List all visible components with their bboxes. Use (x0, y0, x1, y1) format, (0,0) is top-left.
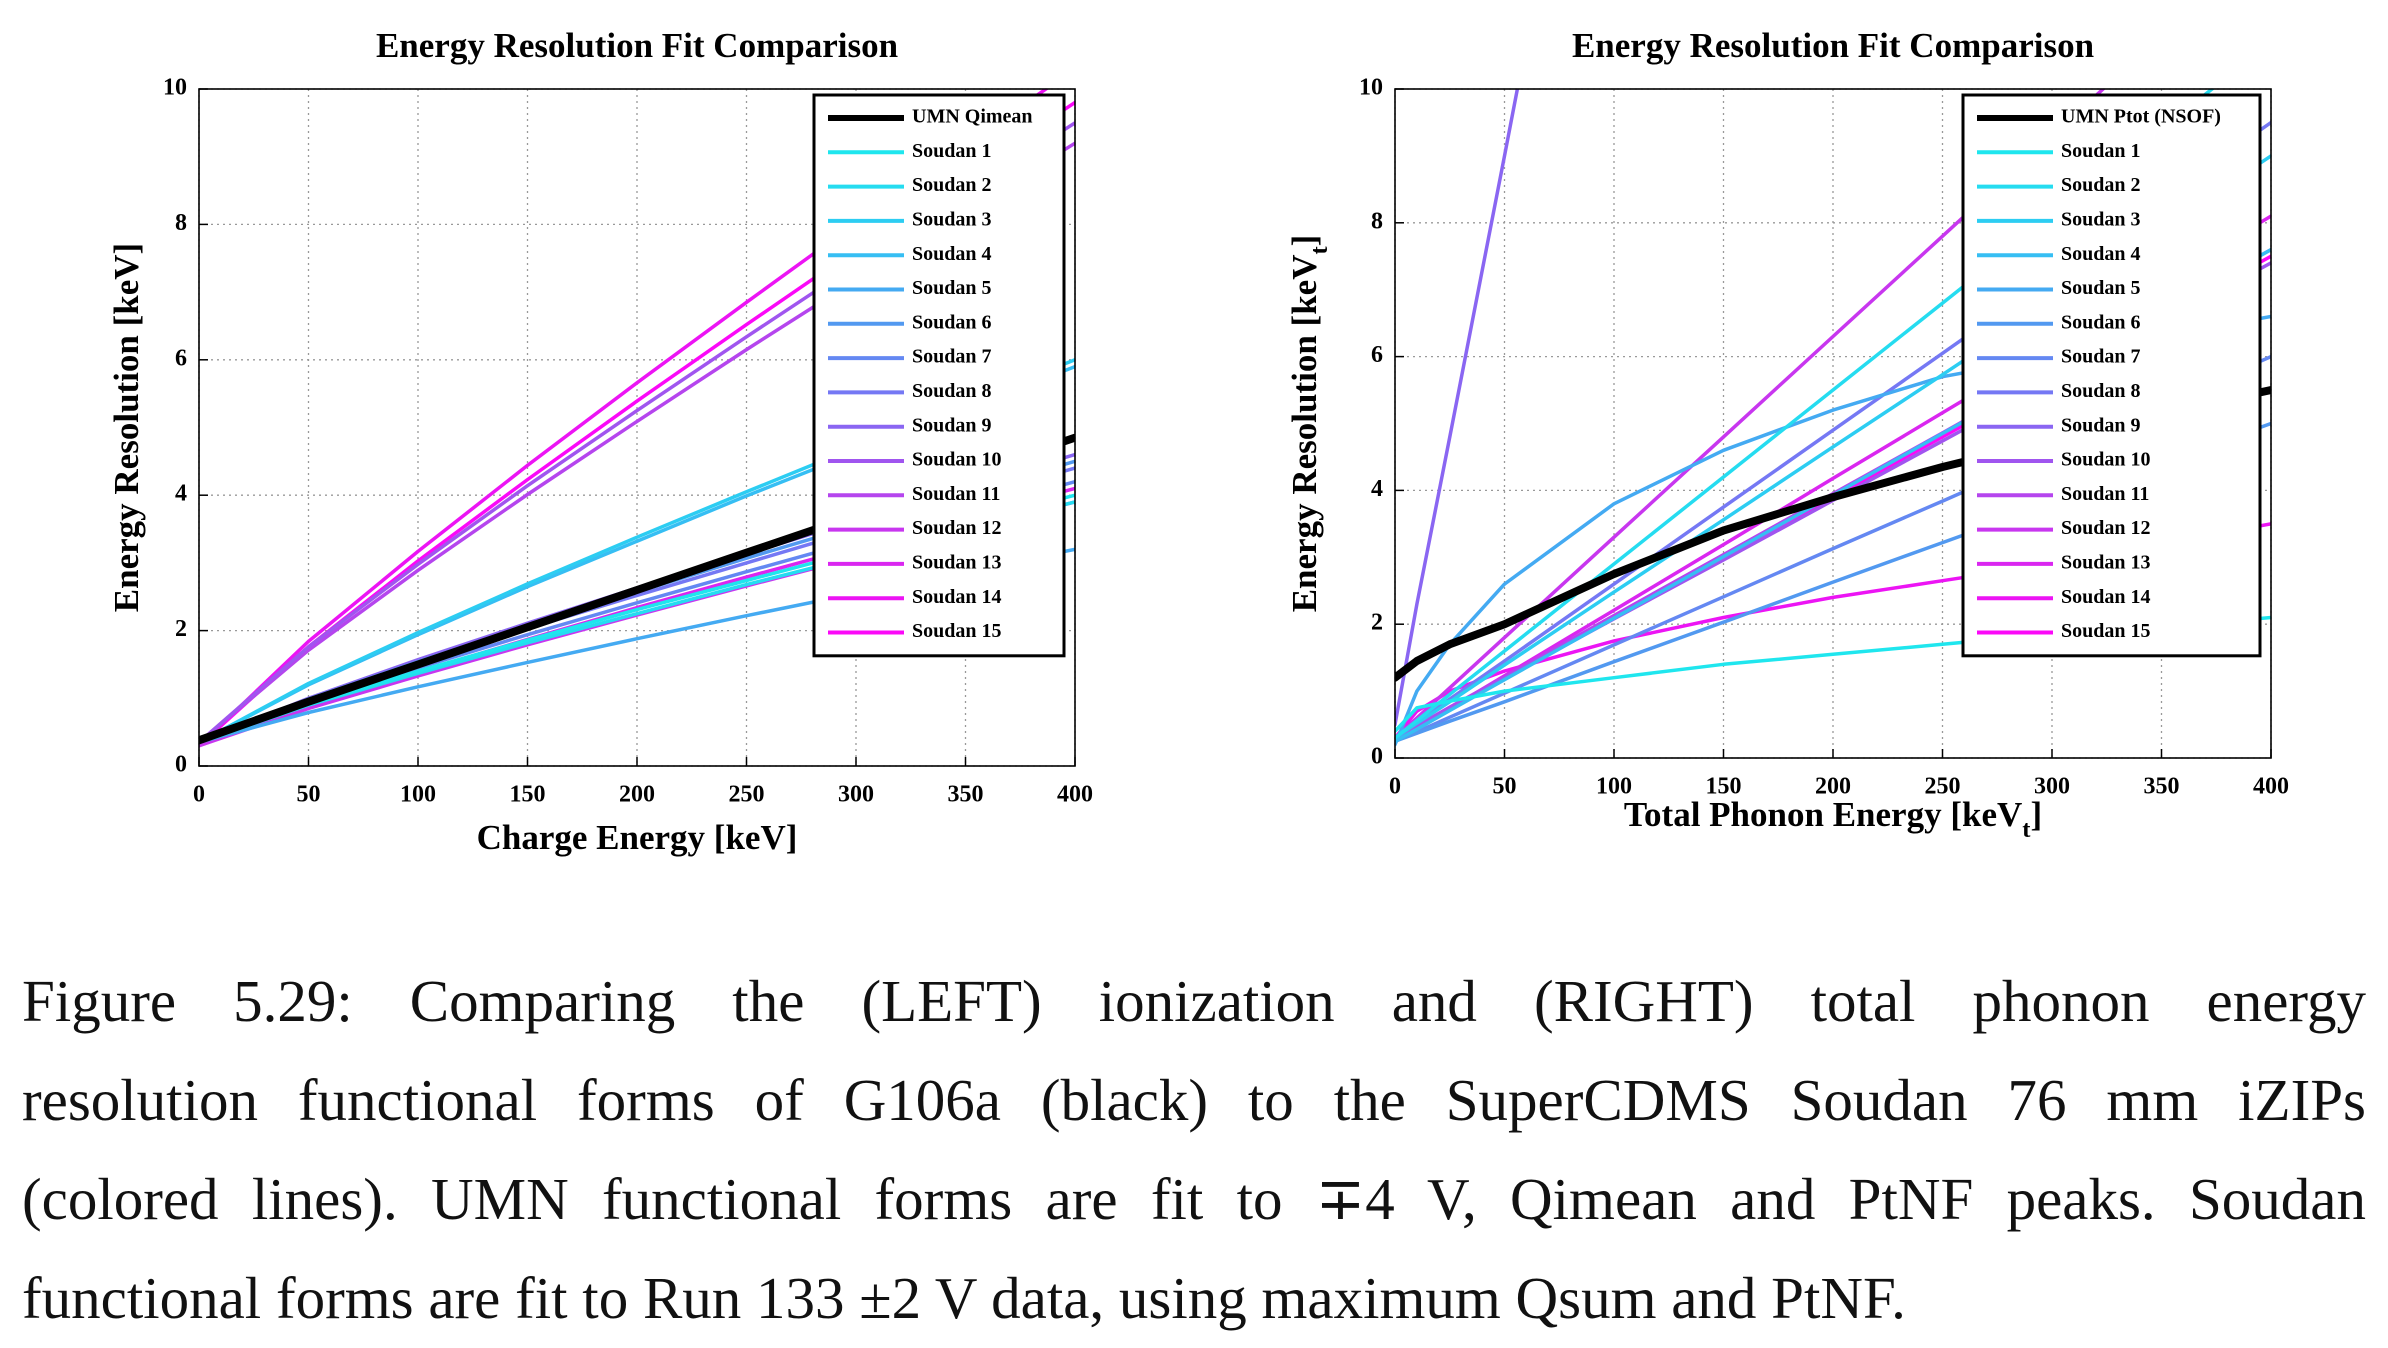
x-tick-label: 0 (193, 782, 205, 808)
y-axis-label-part: Energy Resolution [keV (1285, 255, 1324, 613)
y-tick-label: 6 (175, 345, 187, 371)
x-tick-label: 150 (510, 782, 546, 808)
y-tick-label: 6 (1371, 342, 1383, 368)
y-tick-label: 0 (1371, 744, 1383, 770)
legend-entry: Soudan 15 (912, 620, 1002, 642)
legend-entry: Soudan 7 (912, 346, 992, 368)
caption-line: (colored lines). UMN functional forms ar… (22, 1166, 2366, 1232)
legend-entry: Soudan 3 (2061, 208, 2141, 230)
y-tick-label: 0 (175, 752, 187, 778)
legend-entry: Soudan 10 (912, 449, 1002, 471)
x-axis-label-part: Charge Energy [keV] (477, 818, 798, 857)
axes-frame (198, 88, 1076, 767)
y-axis-label: Energy Resolution [keVt] (1285, 235, 1333, 613)
legend-entry: Soudan 9 (912, 414, 992, 436)
x-tick-label: 350 (948, 782, 984, 808)
y-tick-label: 8 (1371, 208, 1383, 234)
x-tick-label: 150 (1706, 774, 1742, 800)
legend-entry: Soudan 13 (912, 551, 1002, 573)
legend-entry: Soudan 15 (2061, 620, 2151, 642)
y-axis-label-part: ] (1285, 235, 1324, 247)
legend-entry: Soudan 1 (912, 140, 992, 162)
legend-entry: Soudan 7 (2061, 346, 2141, 368)
series-line (1395, 89, 1520, 727)
legend-entry: Soudan 11 (912, 483, 1000, 505)
legend-entry: UMN Ptot (NSOF) (2061, 106, 2221, 128)
legend-entry: Soudan 8 (2061, 380, 2141, 402)
legend-entry: Soudan 13 (2061, 551, 2151, 573)
caption-line: functional forms are fit to Run 133 ±2 V… (22, 1265, 1906, 1331)
legend-entry: Soudan 5 (2061, 277, 2141, 299)
y-tick-label: 8 (175, 210, 187, 236)
legend-entry: Soudan 12 (2061, 517, 2151, 539)
legend-entry: Soudan 6 (912, 311, 992, 333)
y-axis-label: Energy Resolution [keV] (107, 243, 146, 612)
legend-entry: Soudan 4 (912, 243, 992, 265)
legend-entry: Soudan 6 (2061, 311, 2141, 333)
x-tick-label: 300 (838, 782, 874, 808)
legend-entry: Soudan 3 (912, 208, 992, 230)
y-tick-label: 4 (1371, 476, 1383, 502)
legend-entry: Soudan 14 (2061, 586, 2151, 608)
x-tick-label: 250 (1925, 774, 1961, 800)
caption: Figure 5.29: Comparing the (LEFT) ioniza… (22, 952, 2366, 1348)
x-axis-label-part: ] (2030, 795, 2042, 834)
x-axis-label-part: Total Phonon Energy [keV (1624, 795, 2022, 834)
legend-entry: Soudan 10 (2061, 449, 2151, 471)
x-axis-label: Total Phonon Energy [keVt] (1624, 795, 2042, 843)
y-tick-label: 2 (175, 616, 187, 642)
legend-entry: Soudan 2 (2061, 174, 2141, 196)
legend-entry: Soudan 9 (2061, 414, 2141, 436)
x-tick-label: 350 (2144, 774, 2180, 800)
x-tick-label: 300 (2034, 774, 2070, 800)
chart-title: Energy Resolution Fit Comparison (1572, 26, 2094, 65)
y-tick-label: 10 (163, 75, 187, 101)
x-axis-label-part: t (2022, 816, 2031, 843)
y-tick-label: 4 (175, 481, 187, 507)
legend-entry: Soudan 14 (912, 586, 1002, 608)
y-tick-label: 10 (1359, 75, 1383, 101)
axes-frame (1394, 88, 2272, 759)
x-tick-label: 100 (1596, 774, 1632, 800)
y-tick-label: 2 (1371, 610, 1383, 636)
x-tick-label: 100 (400, 782, 436, 808)
legend-entry: Soudan 4 (2061, 243, 2141, 265)
caption-line: resolution functional forms of G106a (bl… (22, 1067, 2366, 1133)
legend-entry: Soudan 1 (2061, 140, 2141, 162)
chart-title: Energy Resolution Fit Comparison (376, 26, 898, 65)
x-tick-label: 200 (1815, 774, 1851, 800)
legend-entry: Soudan 8 (912, 380, 992, 402)
caption-line: Figure 5.29: Comparing the (LEFT) ioniza… (22, 968, 2366, 1034)
x-tick-label: 50 (1493, 774, 1517, 800)
y-axis-label-part: t (1306, 246, 1333, 255)
legend-entry: Soudan 11 (2061, 483, 2149, 505)
x-tick-label: 400 (1057, 782, 1093, 808)
legend-entry: Soudan 5 (912, 277, 992, 299)
legend-entry: Soudan 12 (912, 517, 1002, 539)
x-axis-label: Charge Energy [keV] (477, 818, 798, 857)
legend-entry: Soudan 2 (912, 174, 992, 196)
x-tick-label: 400 (2253, 774, 2289, 800)
y-axis-label-part: Energy Resolution [keV] (107, 243, 146, 612)
x-tick-label: 250 (729, 782, 765, 808)
x-tick-label: 0 (1389, 774, 1401, 800)
legend-entry: UMN Qimean (912, 106, 1033, 128)
x-tick-label: 50 (297, 782, 321, 808)
x-tick-label: 200 (619, 782, 655, 808)
